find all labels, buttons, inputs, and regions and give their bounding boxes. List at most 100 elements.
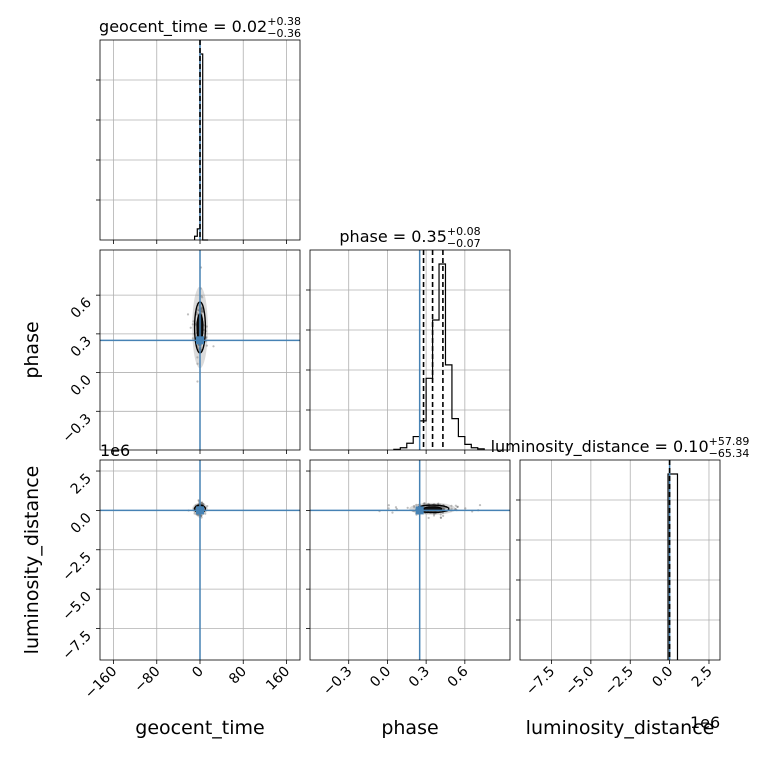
- luminosity_distance-geocent_time-xtick-label-4: 160: [263, 664, 293, 694]
- hist-luminosity_distance-xtick-label-1: −5.0: [562, 664, 597, 699]
- sample-point: [439, 513, 442, 516]
- sample-point: [189, 326, 192, 329]
- sample-point: [391, 511, 394, 514]
- text-layer: geocent_time = 0.02+0.38−0.36 phase = 0.3…: [21, 15, 749, 739]
- sample-point: [196, 362, 199, 365]
- sample-point: [437, 502, 440, 505]
- panel-luminosity_distance-vs-geocent_time: [96, 459, 301, 664]
- sample-point: [202, 503, 205, 506]
- sample-point: [442, 514, 445, 518]
- luminosity_distance-phase-xtick-label-2: 0.3: [406, 664, 433, 691]
- luminosity_distance-geocent_time-xtick-label-2: 0: [189, 664, 207, 682]
- sample-point: [196, 313, 199, 316]
- sample-point: [200, 295, 203, 298]
- luminosity_distance-geocent_time-ytick-label-0: −7.5: [59, 628, 94, 663]
- hist-step-geocent_time: [193, 53, 209, 241]
- sample-point: [200, 306, 204, 309]
- sample-point: [439, 516, 443, 519]
- sample-point: [191, 323, 194, 326]
- y-axis-label-phase: phase: [21, 321, 43, 378]
- sample-point: [192, 320, 195, 323]
- phase-geocent_time-ytick-label-1: 0.0: [68, 372, 95, 399]
- luminosity_distance-phase-xtick-label-1: 0.0: [367, 664, 394, 691]
- sample-point: [200, 308, 203, 311]
- sample-point: [201, 502, 204, 505]
- y-axis-label-luminosity_distance: luminosity_distance: [21, 466, 43, 655]
- hist-frame-luminosity_distance: [519, 459, 721, 661]
- sample-point: [205, 336, 208, 339]
- sample-point: [212, 345, 215, 348]
- sample-point: [202, 503, 205, 506]
- x-axis-label-phase: phase: [381, 717, 438, 739]
- sample-point: [427, 516, 430, 520]
- luminosity_distance-geocent_time-ytick-label-4: 2.5: [68, 471, 95, 498]
- sample-point: [427, 502, 430, 505]
- sample-point: [191, 337, 194, 340]
- sample-point: [478, 503, 482, 507]
- sample-point: [201, 309, 204, 312]
- sample-point: [201, 501, 204, 504]
- luminosity_distance-geocent_time-ytick-label-2: −2.5: [59, 549, 94, 584]
- sample-point: [464, 507, 467, 510]
- frame-luminosity_distance-phase: [309, 459, 511, 661]
- sample-point: [197, 499, 200, 502]
- sample-point: [442, 506, 445, 509]
- sample-point: [200, 516, 203, 519]
- sample-point: [200, 514, 203, 517]
- x-axis-label-luminosity_distance: luminosity_distance: [526, 717, 715, 739]
- sample-point: [442, 507, 445, 510]
- sample-point: [200, 307, 203, 311]
- sample-point: [395, 507, 398, 511]
- sample-point: [193, 512, 196, 515]
- sample-point: [186, 313, 190, 316]
- hist-panel-luminosity_distance: [516, 459, 721, 664]
- luminosity_distance-geocent_time-xtick-label-1: −80: [131, 664, 163, 696]
- y-offset-label-luminosity-distance: 1e6: [100, 441, 130, 460]
- sample-point: [201, 310, 204, 313]
- sample-point: [205, 344, 208, 347]
- panel-title-lower-phase: −0.07: [447, 237, 481, 250]
- x-offset-label-luminosity-distance: 1e6: [690, 713, 720, 732]
- sample-point: [204, 512, 207, 515]
- luminosity_distance-geocent_time-xtick-label-0: −160: [82, 664, 121, 703]
- sample-point: [439, 516, 442, 519]
- luminosity_distance-geocent_time-xtick-label-3: 80: [226, 664, 250, 688]
- luminosity_distance-phase-xtick-label-0: −0.3: [320, 664, 355, 699]
- phase-geocent_time-ytick-label-3: 0.6: [68, 295, 95, 322]
- panel-title-lower-geocent_time: −0.36: [267, 27, 301, 40]
- sample-point: [201, 308, 204, 311]
- truth-marker-phase-geocent_time: [196, 336, 204, 345]
- sample-point: [412, 505, 416, 508]
- sample-point: [456, 505, 459, 509]
- sample-point: [205, 325, 208, 328]
- panel-title-geocent_time: geocent_time = 0.02+0.38: [99, 15, 301, 37]
- sample-point: [450, 507, 453, 510]
- panel-title-phase: phase = 0.35+0.08: [339, 225, 480, 246]
- phase-geocent_time-ytick-label-0: −0.3: [59, 411, 94, 446]
- sample-point: [450, 504, 453, 507]
- sample-point: [196, 514, 200, 517]
- sample-point: [196, 309, 199, 312]
- sample-point: [423, 502, 426, 505]
- panels-layer: [96, 39, 721, 664]
- panel-luminosity_distance-vs-phase: [306, 459, 511, 664]
- panel-phase-vs-geocent_time: [96, 249, 301, 454]
- sample-point: [387, 504, 390, 507]
- sample-point: [201, 311, 205, 314]
- hist-luminosity_distance-xtick-label-0: −7.5: [523, 664, 558, 699]
- hist-panel-phase: [306, 249, 511, 454]
- sample-point: [200, 501, 203, 505]
- sample-point: [201, 296, 204, 299]
- hist-luminosity_distance-xtick-label-3: 0.0: [649, 664, 676, 691]
- sample-point: [422, 502, 425, 505]
- sample-point: [413, 506, 416, 509]
- sample-point: [415, 503, 418, 507]
- sample-point: [200, 310, 203, 313]
- truth-marker-luminosity_distance-geocent_time: [196, 506, 204, 515]
- hist-frame-phase: [309, 249, 511, 451]
- sample-point: [443, 507, 446, 510]
- sample-point: [456, 505, 459, 508]
- sample-point: [423, 502, 426, 506]
- sample-point: [433, 512, 436, 516]
